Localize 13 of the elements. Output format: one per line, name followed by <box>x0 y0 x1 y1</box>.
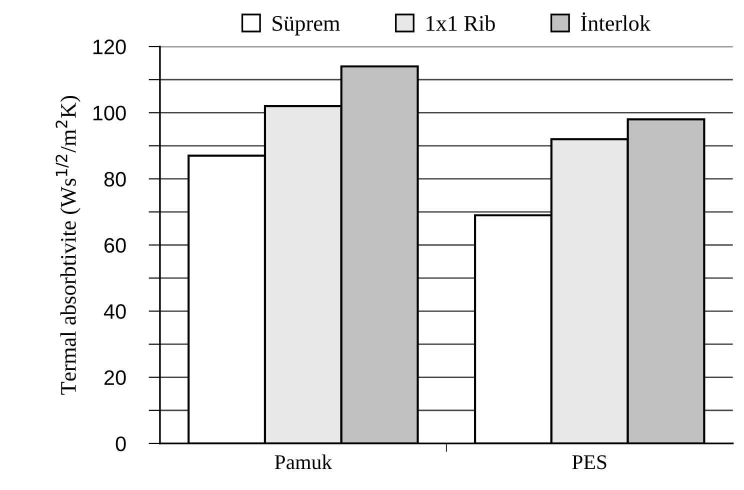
legend-label: İnterlok <box>580 12 651 31</box>
y-tick-label: 0 <box>116 436 126 452</box>
x-tick-label: Pamuk <box>274 454 332 470</box>
y-tick-label: 80 <box>104 172 126 187</box>
y-tick-label: 60 <box>104 238 126 253</box>
y-tick-label: 20 <box>104 370 126 386</box>
legend-label: 1x1 Rib <box>426 15 495 31</box>
y-axis-title: Termal absorbtivite (Ws$^{1/2}$/m$^{2}$K) <box>56 96 80 395</box>
y-tick-label: 100 <box>93 106 126 120</box>
y-tick-label: 40 <box>104 304 126 319</box>
x-tick-label: PES <box>572 455 606 470</box>
legend-label: Süprem <box>272 16 340 36</box>
y-tick-label: 120 <box>93 40 126 54</box>
